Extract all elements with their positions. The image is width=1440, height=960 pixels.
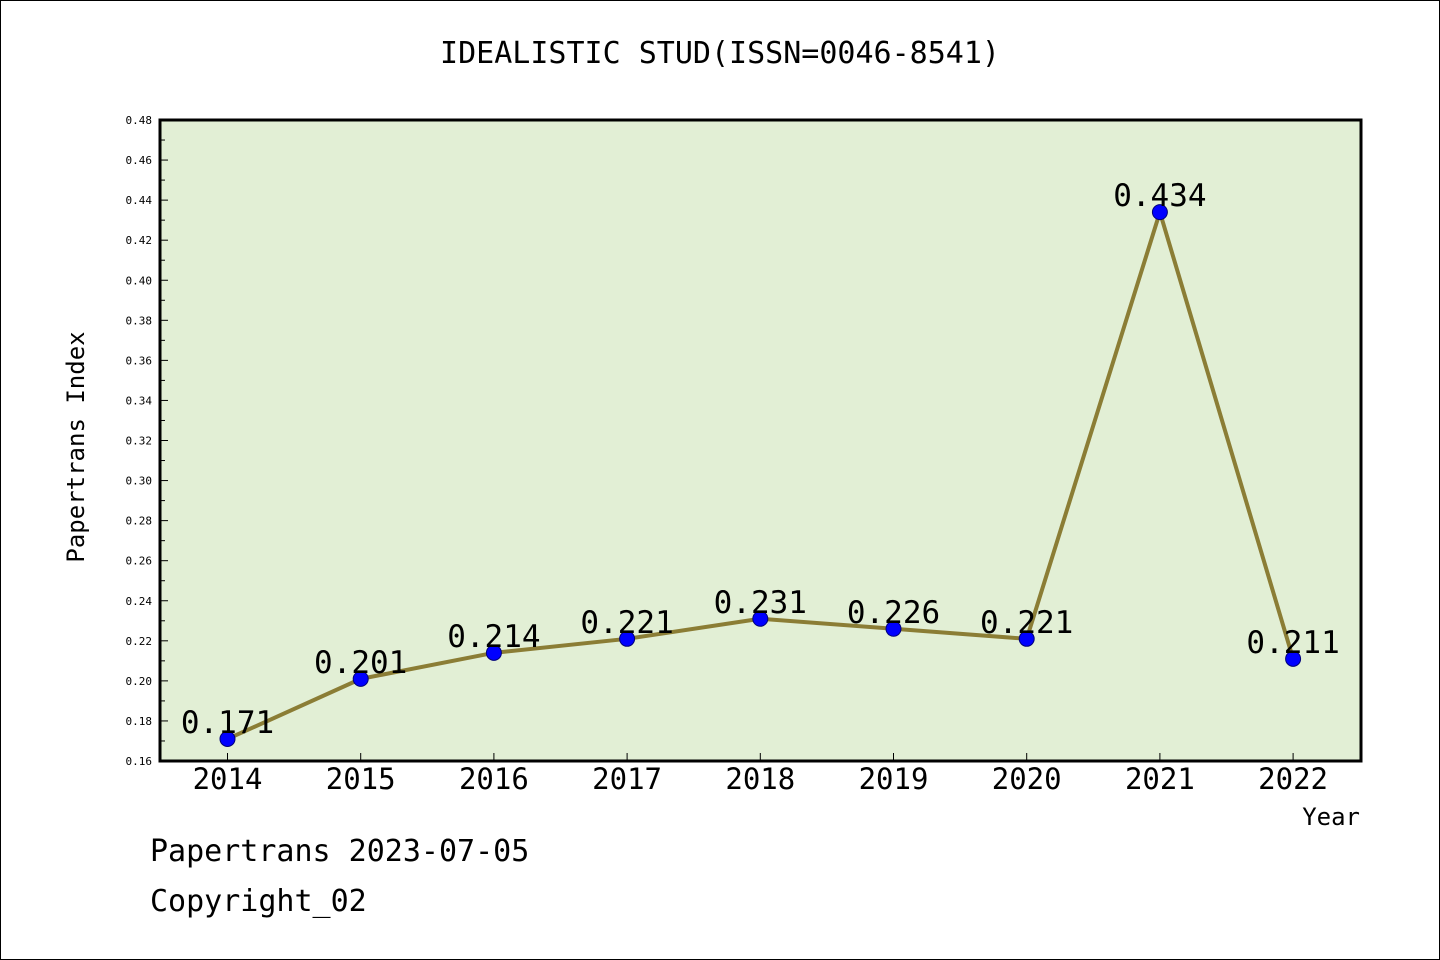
y-tick-label: 0.28 (126, 515, 153, 528)
data-point (1285, 650, 1302, 667)
data-series: 0.171 0.201 0.214 0.221 0.231 0.226 0.221 0.434… (181, 178, 1340, 747)
y-tick-label: 0.38 (126, 314, 153, 327)
x-tick-label: 2015 (326, 762, 396, 796)
x-tick-label: 2019 (859, 762, 929, 796)
data-point (619, 630, 636, 647)
y-tick-label: 0.32 (126, 435, 153, 448)
chart-title: IDEALISTIC STUD(ISSN=0046-8541) (440, 36, 1000, 71)
x-axis: 2014 2015 2016 2017 2018 2019 2020 2021 2022 (193, 753, 1328, 796)
y-tick-label: 0.24 (126, 595, 153, 608)
y-axis: 0.16 0.18 0.20 0.22 0.24 0.26 0.28 0.30 0.32 0.34… (126, 114, 168, 768)
data-point (752, 610, 769, 627)
data-label: 0.226 (847, 595, 940, 631)
x-tick-label: 2018 (725, 762, 795, 796)
x-tick-label: 2021 (1125, 762, 1195, 796)
y-tick-label: 0.40 (126, 274, 153, 287)
data-label: 0.201 (314, 645, 407, 681)
y-tick-label: 0.44 (126, 194, 153, 207)
data-label: 0.214 (447, 619, 540, 655)
x-tick-label: 2017 (592, 762, 662, 796)
data-point (885, 620, 902, 637)
y-tick-label: 0.34 (126, 394, 153, 407)
y-tick-label: 0.26 (126, 555, 153, 568)
data-point (1018, 630, 1035, 647)
data-label: 0.211 (1246, 625, 1339, 661)
data-point (1151, 204, 1168, 221)
plot-area (158, 118, 1363, 763)
footer-date-text: Papertrans 2023-07-05 (150, 834, 530, 869)
x-tick-label: 2014 (193, 762, 263, 796)
data-label: 0.434 (1113, 178, 1206, 214)
y-tick-label: 0.22 (126, 635, 153, 648)
data-point (352, 670, 369, 687)
data-label: 0.221 (980, 605, 1073, 641)
y-tick-label: 0.42 (126, 234, 153, 247)
data-point (219, 730, 236, 747)
y-tick-label: 0.48 (126, 114, 153, 127)
data-point (485, 644, 502, 661)
data-label: 0.171 (181, 705, 274, 741)
x-tick-label: 2022 (1258, 762, 1328, 796)
y-tick-label: 0.46 (126, 154, 153, 167)
y-tick-label: 0.16 (126, 755, 153, 768)
x-axis-label: Year (1302, 803, 1360, 831)
y-axis-label: Papertrans Index (62, 331, 90, 562)
x-tick-label: 2016 (459, 762, 529, 796)
footer-copyright-text: Copyright_02 (150, 884, 367, 919)
y-tick-label: 0.36 (126, 354, 153, 367)
x-tick-label: 2020 (992, 762, 1062, 796)
y-tick-label: 0.18 (126, 715, 153, 728)
data-label: 0.231 (714, 585, 807, 621)
y-tick-label: 0.30 (126, 475, 153, 488)
y-tick-label: 0.20 (126, 675, 153, 688)
data-label: 0.221 (580, 605, 673, 641)
